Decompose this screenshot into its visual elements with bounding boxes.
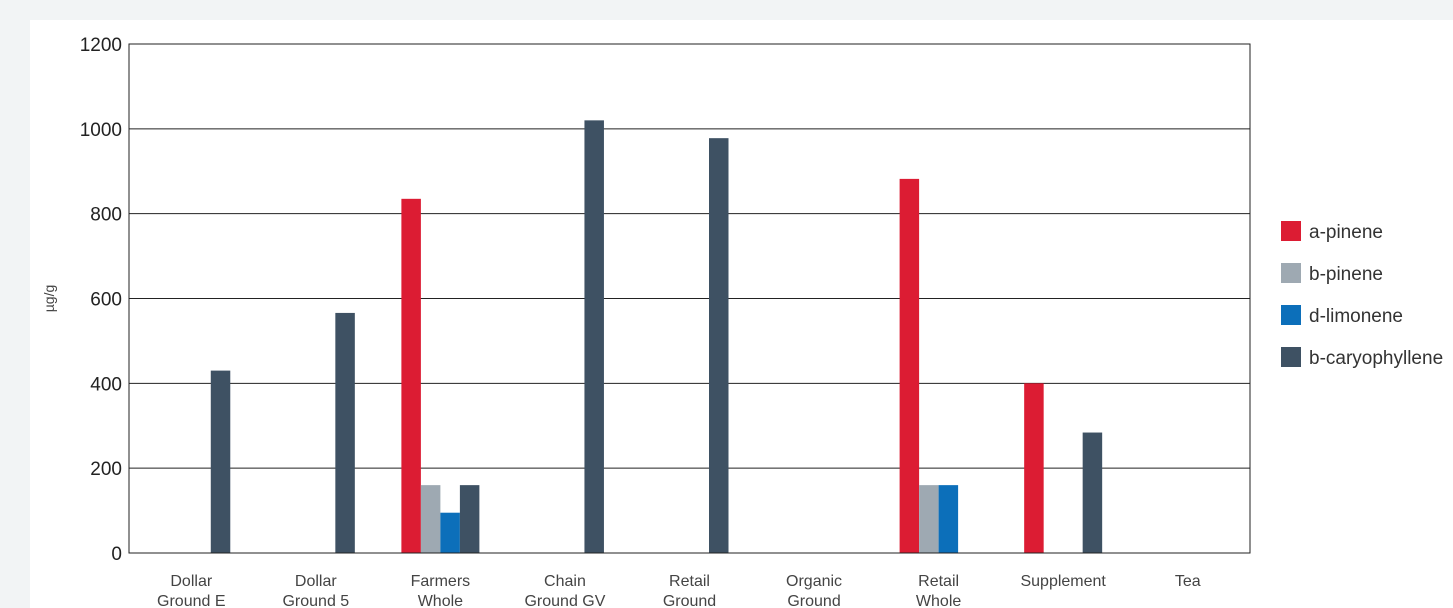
- bar-a-pinene: [1024, 383, 1044, 553]
- legend-swatch: [1281, 263, 1301, 283]
- y-tick-label: 0: [111, 544, 122, 565]
- x-category-label: Retail Ground: [663, 573, 716, 608]
- bar-b-pinene: [919, 485, 939, 553]
- bar-b-caryophyllene: [1082, 432, 1103, 553]
- chart-panel: 0 200 400 600 800 1000 1200 Dollar Ground E Doll…: [30, 20, 1453, 608]
- bar-b-caryophyllene: [584, 120, 604, 553]
- y-axis-title: µg/g: [41, 285, 57, 313]
- x-category-label: Supplement: [1020, 573, 1106, 590]
- bar-d-limonene: [440, 512, 460, 553]
- plot-frame: [128, 43, 1251, 554]
- y-tick-label: 600: [90, 290, 122, 311]
- x-category-label: Farmers Whole: [411, 573, 471, 608]
- x-category-label: Dollar Ground E: [157, 573, 225, 608]
- legend-swatch: [1281, 221, 1301, 241]
- x-category-label: Tea: [1175, 573, 1201, 590]
- legend-label: d-limonene: [1309, 306, 1403, 327]
- x-category-label: Organic Ground: [786, 573, 842, 608]
- bar-b-caryophyllene: [459, 485, 480, 553]
- y-tick-label: 1200: [80, 35, 122, 56]
- bars: [210, 120, 1103, 553]
- legend: a-pinene b-pinene d-limonene b-caryophyllen…: [1281, 221, 1443, 369]
- y-tick-label: 200: [90, 459, 122, 480]
- bar-b-caryophyllene: [210, 370, 231, 553]
- legend-label: b-caryophyllene: [1309, 348, 1443, 369]
- legend-label: b-pinene: [1309, 264, 1383, 285]
- x-category-label: Dollar Ground 5: [282, 573, 349, 608]
- bar-a-pinene: [899, 178, 920, 553]
- legend-swatch: [1281, 305, 1301, 325]
- bar-b-pinene: [420, 485, 441, 553]
- bar-d-limonene: [938, 485, 959, 553]
- legend-label: a-pinene: [1309, 222, 1383, 243]
- y-tick-label: 800: [90, 205, 122, 226]
- x-category-label: Chain Ground GV: [524, 573, 605, 608]
- y-tick-label: 1000: [80, 120, 122, 141]
- y-tick-label: 400: [90, 374, 122, 395]
- bar-b-caryophyllene: [335, 312, 355, 553]
- x-axis-labels: Dollar Ground E Dollar Ground 5 Farmers Whole…: [157, 573, 1201, 608]
- bar-b-caryophyllene: [709, 138, 729, 553]
- legend-swatch: [1281, 347, 1301, 367]
- bar-a-pinene: [401, 198, 421, 553]
- x-category-label: Retail Whole: [916, 573, 961, 608]
- y-axis-ticks: 0 200 400 600 800 1000 1200: [80, 35, 122, 565]
- gridlines: [129, 43, 1250, 554]
